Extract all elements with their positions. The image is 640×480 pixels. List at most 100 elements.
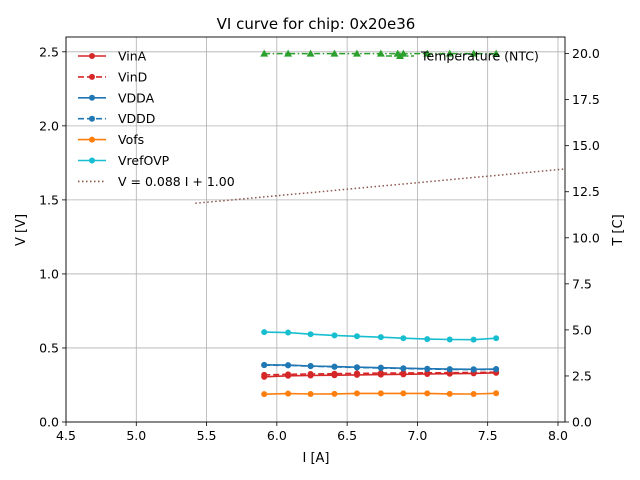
temperature-point <box>423 49 432 57</box>
legend-marker <box>89 53 95 59</box>
vddd-point <box>493 366 500 373</box>
vofs-point <box>493 390 500 397</box>
x-tick-label: 4.5 <box>56 428 76 443</box>
x-tick-label: 5.5 <box>197 428 217 443</box>
vddd-point <box>400 365 407 372</box>
vddd-point <box>285 362 292 369</box>
vddd-point <box>446 366 453 373</box>
legend-marker <box>396 52 404 59</box>
vofs-point <box>470 391 477 398</box>
y-tick-label: 1.5 <box>39 192 59 207</box>
temperature-point <box>284 49 293 57</box>
temperature-point <box>330 49 339 57</box>
legend-marker <box>89 136 95 143</box>
vddd-point <box>331 363 338 370</box>
vddd-point <box>470 366 477 373</box>
y2-tick-label: 0.0 <box>572 415 592 430</box>
temperature-point <box>352 49 361 57</box>
legend-label: Temperature (NTC) <box>420 49 539 64</box>
y2-tick-label: 12.5 <box>572 184 600 199</box>
vddd-point <box>353 364 360 371</box>
axes-ticks: 4.5 5.0 5.5 6.0 6.5 7.0 7.5 8.0 0.0 0.5 1.0 1.5 2.0 2… <box>39 44 600 443</box>
y-axis-label: V [V] <box>14 214 29 246</box>
vind-point <box>353 370 360 377</box>
legend-marker <box>89 157 95 164</box>
y2-tick-label: 20.0 <box>572 46 600 61</box>
y2-tick-label: 5.0 <box>572 322 592 337</box>
y2-tick-label: 7.5 <box>572 276 592 291</box>
y-tick-label: 2.0 <box>39 118 59 133</box>
fit-line <box>195 168 566 205</box>
vrefovp-point <box>307 331 314 338</box>
vrefovp-point <box>424 336 431 343</box>
x-tick-label: 7.0 <box>407 428 427 443</box>
vddd-point <box>424 365 431 372</box>
plot-area <box>195 49 566 398</box>
y2-axis-label: T [C] <box>611 214 626 246</box>
legend-label: VDDD <box>118 111 155 126</box>
vrefovp-point <box>331 332 338 339</box>
vind-point <box>331 370 338 377</box>
legend-label: Vofs <box>118 132 144 147</box>
vofs-point <box>446 390 453 397</box>
vofs-point <box>353 390 360 397</box>
temperature-point <box>260 49 269 57</box>
temperature-point <box>445 49 454 57</box>
legend-label: V = 0.088 I + 1.00 <box>118 174 235 189</box>
vrefovp-point <box>446 336 453 343</box>
vddd-series-line <box>264 364 497 371</box>
y-tick-label: 2.5 <box>39 44 59 59</box>
vind-point <box>261 371 268 378</box>
chart-title: VI curve for chip: 0x20e36 <box>217 15 416 33</box>
legend-marker <box>89 73 95 80</box>
plot-frame <box>65 36 566 423</box>
vofs-point <box>400 390 407 397</box>
x-tick-label: 5.0 <box>126 428 146 443</box>
vofs-point <box>307 391 314 398</box>
y2-tick-label: 17.5 <box>572 92 600 107</box>
vrefovp-point <box>377 334 384 341</box>
legend-marker <box>89 115 95 122</box>
temperature-point <box>376 49 385 57</box>
vind-series-line <box>264 371 497 376</box>
legend-marker <box>89 94 95 101</box>
x-tick-label: 6.5 <box>337 428 357 443</box>
vrefovp-point <box>261 329 268 336</box>
legend: VinA VinD VDDA VDDD Vofs VrefOVP V = 0.088 I +… <box>78 49 539 189</box>
y2-tick-label: 15.0 <box>572 138 600 153</box>
vrefovp-point <box>493 335 500 342</box>
vofs-point <box>261 391 268 398</box>
vddd-point <box>261 362 268 369</box>
vddd-point <box>377 364 384 371</box>
temperature-point <box>306 49 315 57</box>
y2-tick-label: 10.0 <box>572 230 600 245</box>
legend-label: VDDA <box>118 90 155 105</box>
x-tick-label: 7.5 <box>478 428 498 443</box>
y-tick-label: 0.5 <box>39 340 59 355</box>
vddd-point <box>307 363 314 370</box>
vind-point <box>285 371 292 378</box>
vofs-point <box>331 390 338 397</box>
temperature-point <box>492 49 501 57</box>
legend-label: VinD <box>118 69 147 84</box>
vind-point <box>400 369 407 376</box>
x-axis-label: I [A] <box>302 451 329 466</box>
y-tick-label: 0.0 <box>39 415 59 430</box>
vrefovp-point <box>353 333 360 340</box>
legend-label: VrefOVP <box>118 153 170 168</box>
y2-tick-label: 2.5 <box>572 368 592 383</box>
vofs-point <box>424 390 431 397</box>
vofs-point <box>285 390 292 397</box>
vofs-point <box>377 390 384 397</box>
vrefovp-point <box>285 329 292 336</box>
vrefovp-point <box>400 335 407 342</box>
temperature-point <box>469 49 478 57</box>
x-tick-label: 6.0 <box>267 428 287 443</box>
y-tick-label: 1.0 <box>39 266 59 281</box>
vind-point <box>377 370 384 377</box>
grid <box>65 37 565 423</box>
vind-point <box>307 371 314 378</box>
legend-label: VinA <box>118 49 147 64</box>
vrefovp-point <box>470 336 477 343</box>
